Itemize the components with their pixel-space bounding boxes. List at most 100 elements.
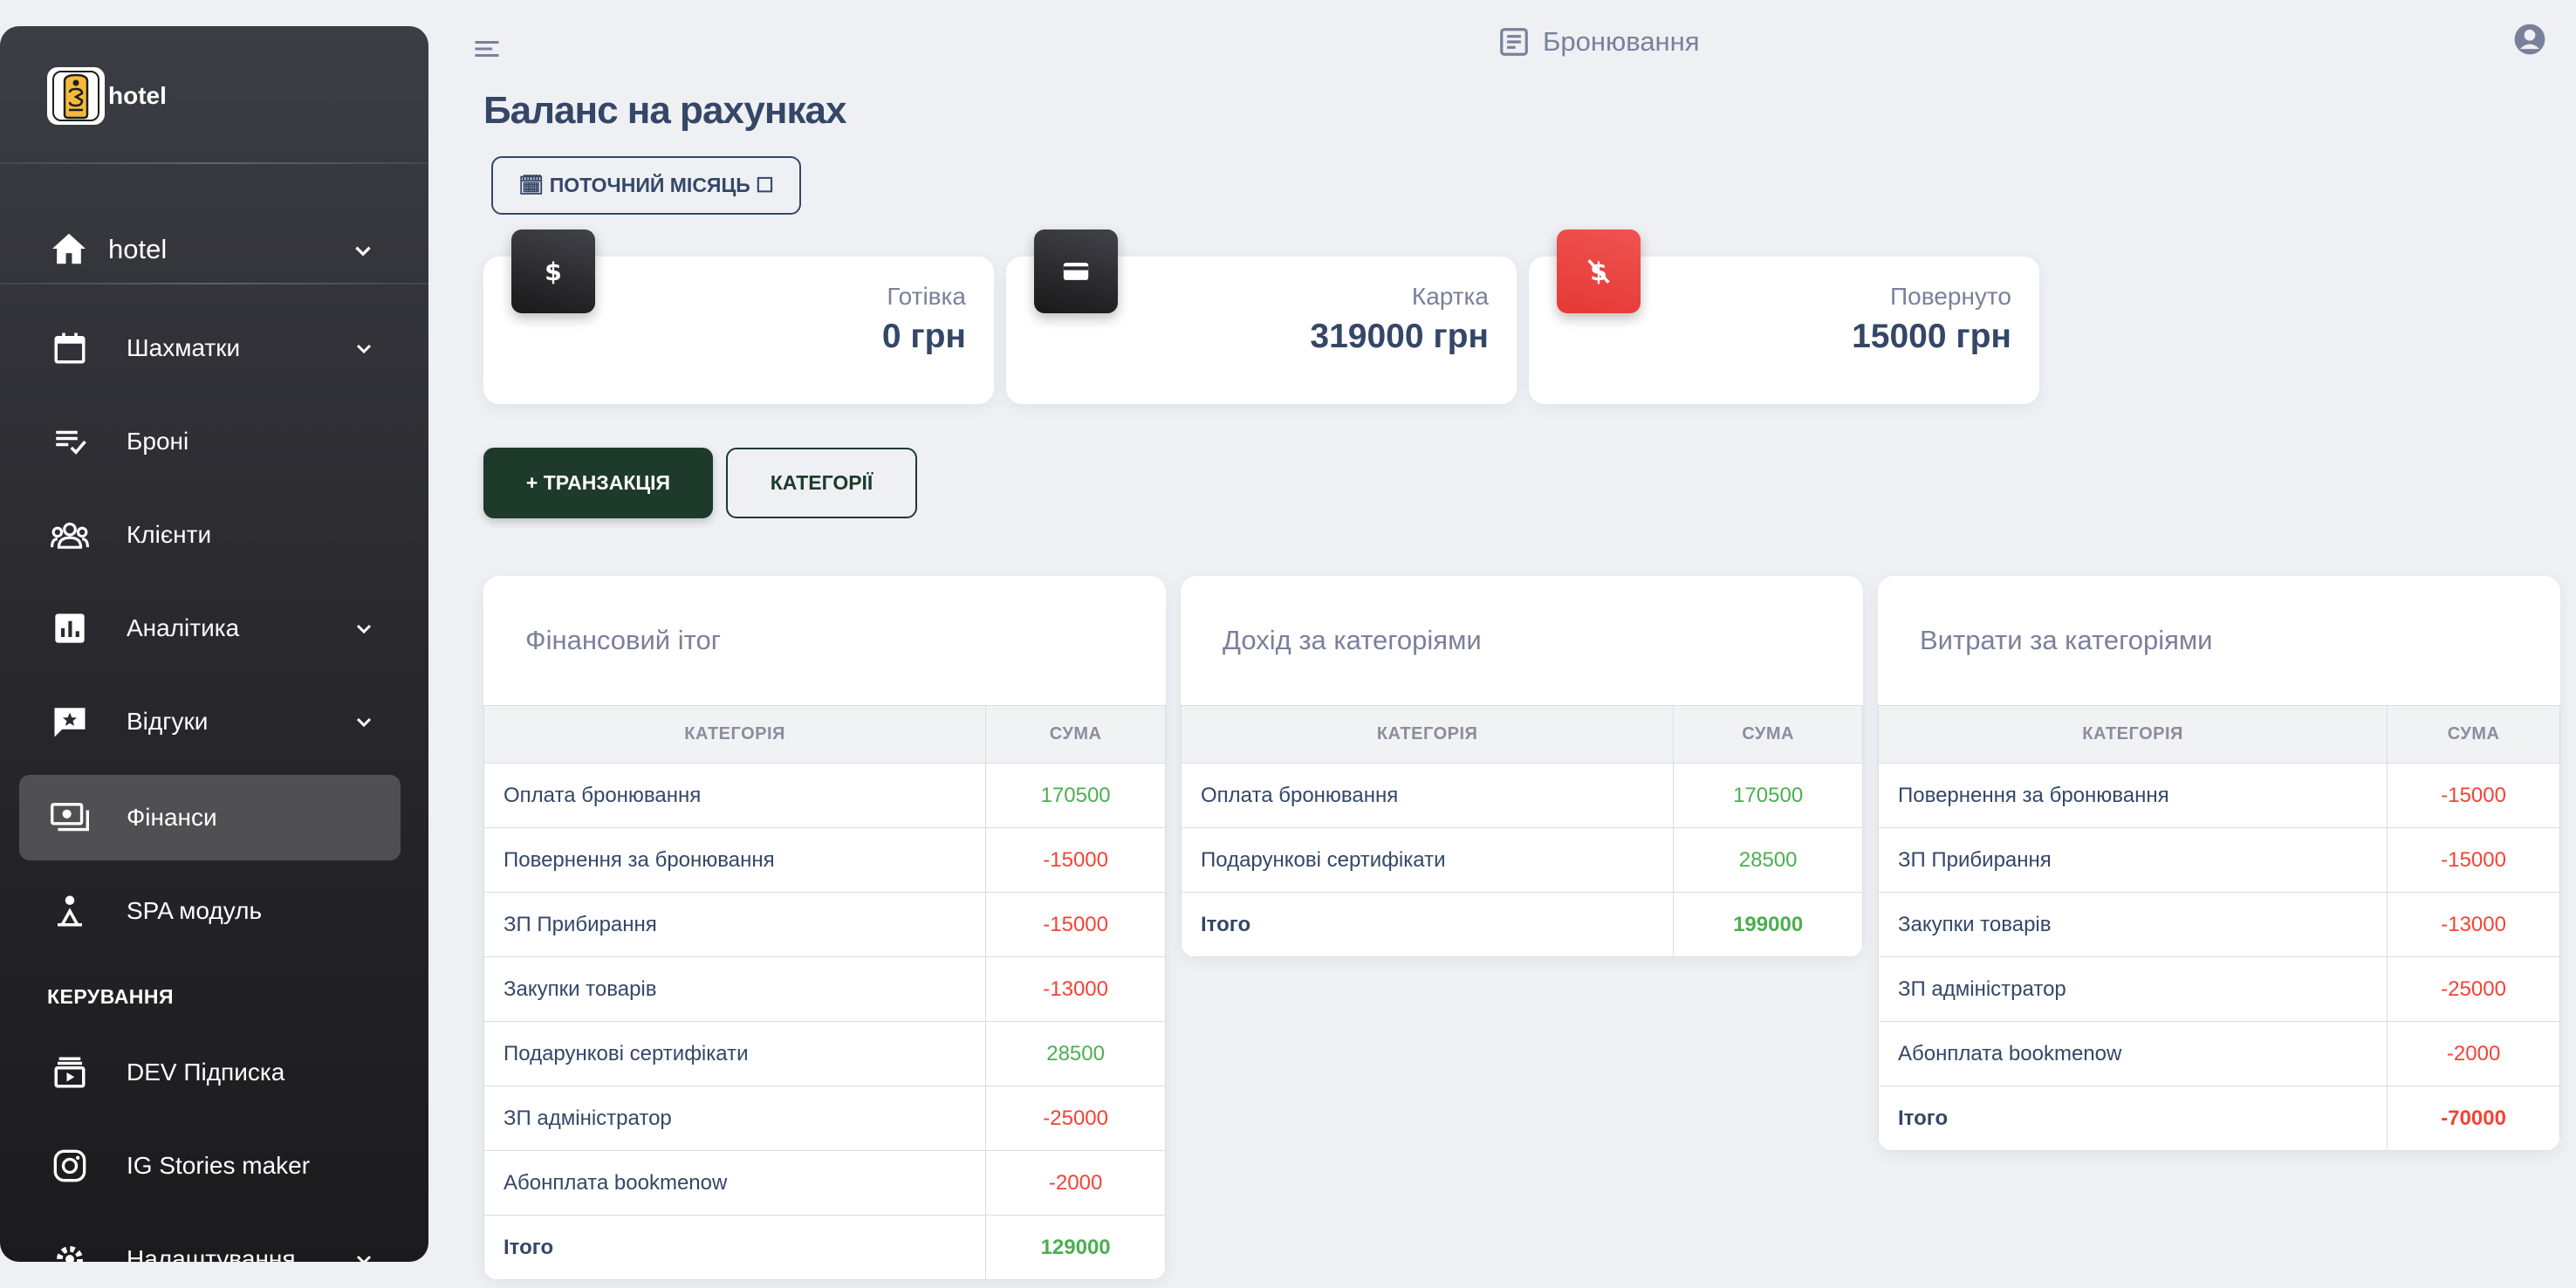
sidebar-item-label: DEV Підписка: [127, 1058, 285, 1086]
table-row: Абонплата bookmenow -2000: [1878, 1021, 2560, 1086]
home-icon: [51, 232, 87, 272]
data-table: КАТЕГОРІЯ СУМА Оплата бронювання 170500 П…: [1181, 705, 1863, 957]
sidebar-item-dev-subscription[interactable]: DEV Підписка: [19, 1030, 401, 1115]
section-title: КЕРУВАННЯ: [47, 985, 175, 1008]
dollar-icon: $: [511, 230, 595, 313]
top-bar-title-text: Бронювання: [1543, 26, 1700, 57]
total-amount: 199000: [1673, 892, 1863, 957]
chevron-down-icon: [353, 1249, 374, 1262]
total-label: Ітого: [1878, 1086, 2388, 1151]
stat-value: 0 грн: [881, 318, 966, 355]
page-title: Баланс на рахунках: [483, 89, 846, 132]
table-title: Фінансовий ітог: [525, 625, 722, 655]
sidebar-item-label: IG Stories maker: [127, 1152, 311, 1179]
table-row: Оплата бронювання 170500: [1181, 763, 1863, 828]
sidebar-item-shakhmatky[interactable]: Шахматки: [19, 305, 401, 391]
table-row: ЗП Прибирання -15000: [1878, 827, 2560, 893]
table-row: Подарункові сертифікати 28500: [483, 1021, 1166, 1086]
stat-value: 319000 грн: [1310, 318, 1489, 355]
table-row: Оплата бронювання 170500: [483, 763, 1166, 828]
sidebar-item-label: Фінанси: [127, 804, 217, 831]
period-filter-button[interactable]: 🗓 ПОТОЧНИЙ МІСЯЦЬ ☐: [491, 156, 801, 215]
sidebar-item-label: Відгуки: [127, 708, 209, 735]
column-header: КАТЕГОРІЯ: [1878, 705, 2388, 764]
categories-button[interactable]: КАТЕГОРІЇ: [726, 448, 917, 518]
category-cell: Подарункові сертифікати: [483, 1021, 987, 1086]
sidebar-item-label: Аналітика: [127, 614, 240, 641]
brand-name: hotel: [108, 82, 167, 109]
stat-card-refunded: $ Повернуто 15000 грн: [1529, 230, 2039, 404]
data-table: КАТЕГОРІЯ СУМА Повернення за бронювання -…: [1878, 705, 2560, 1151]
subscriptions-icon: [51, 1053, 89, 1092]
reviews-icon: [51, 702, 89, 741]
total-amount: 129000: [985, 1215, 1166, 1280]
stat-card-card: Картка 319000 грн: [1006, 230, 1517, 404]
category-cell: Закупки товарів: [1878, 892, 2388, 957]
instagram-icon: [51, 1147, 89, 1185]
sidebar: hotel hotel Шахматки Броні Клієнти: [0, 26, 428, 1262]
total-amount: -70000: [2387, 1086, 2560, 1151]
table-row: Закупки товарів -13000: [483, 956, 1166, 1022]
table-card-expenses-by-category: Витрати за категоріями КАТЕГОРІЯ СУМА По…: [1878, 576, 2560, 1151]
amount-cell: -15000: [2387, 827, 2560, 893]
analytics-icon: [51, 609, 89, 647]
sidebar-item-broni[interactable]: Броні: [19, 399, 401, 484]
menu-toggle-icon[interactable]: [471, 33, 503, 65]
column-header: СУМА: [2387, 705, 2560, 764]
table-card-income-by-category: Дохід за категоріями КАТЕГОРІЯ СУМА Опла…: [1181, 576, 1863, 957]
category-cell: ЗП адміністратор: [1878, 956, 2388, 1022]
amount-cell: -25000: [985, 1086, 1166, 1151]
table-total-row: Ітого 129000: [483, 1215, 1166, 1280]
data-table: КАТЕГОРІЯ СУМА Оплата бронювання 170500 П…: [483, 705, 1166, 1280]
stat-label: Готівка: [887, 283, 966, 310]
sidebar-item-ig-stories[interactable]: IG Stories maker: [19, 1123, 401, 1209]
sidebar-item-label: hotel: [108, 234, 168, 264]
category-cell: Подарункові сертифікати: [1181, 827, 1675, 893]
sidebar-item-klienty[interactable]: Клієнти: [19, 492, 401, 578]
chevron-down-icon: [353, 338, 374, 359]
table-total-row: Ітого 199000: [1181, 892, 1863, 957]
sidebar-item-label: Броні: [127, 428, 189, 455]
sidebar-item-finansy[interactable]: Фінанси: [19, 775, 401, 860]
table-row: Подарункові сертифікати 28500: [1181, 827, 1863, 893]
table-row: Повернення за бронювання -15000: [483, 827, 1166, 893]
sidebar-item-hotel[interactable]: hotel: [19, 202, 401, 298]
playlist-check-icon: [51, 422, 89, 461]
column-header: СУМА: [985, 705, 1166, 764]
amount-cell: -13000: [985, 956, 1166, 1022]
add-transaction-button[interactable]: + ТРАНЗАКЦІЯ: [483, 448, 713, 518]
table-row: ЗП адміністратор -25000: [1878, 956, 2560, 1022]
hotel-logo-icon: [47, 67, 105, 125]
sidebar-item-spa[interactable]: SPA модуль: [19, 868, 401, 954]
chevron-down-icon: [353, 711, 374, 732]
svg-text:$: $: [545, 257, 562, 286]
sidebar-item-settings[interactable]: Налаштування: [19, 1216, 401, 1262]
category-cell: ЗП адміністратор: [483, 1086, 987, 1151]
table-row: ЗП адміністратор -25000: [483, 1086, 1166, 1151]
sidebar-item-analityka[interactable]: Аналітика: [19, 586, 401, 671]
total-label: Ітого: [1181, 892, 1675, 957]
category-cell: Закупки товарів: [483, 956, 987, 1022]
sidebar-item-vidguky[interactable]: Відгуки: [19, 679, 401, 764]
amount-cell: 28500: [1673, 827, 1863, 893]
category-cell: Оплата бронювання: [483, 763, 987, 828]
groups-icon: [51, 516, 89, 554]
sidebar-divider: [0, 162, 428, 164]
column-header: КАТЕГОРІЯ: [1181, 705, 1675, 764]
brand[interactable]: hotel: [47, 67, 167, 125]
table-row: Закупки товарів -13000: [1878, 892, 2560, 957]
account-icon[interactable]: [2513, 23, 2546, 56]
amount-cell: -2000: [2387, 1021, 2560, 1086]
category-cell: Абонплата bookmenow: [1878, 1021, 2388, 1086]
table-row: Повернення за бронювання -15000: [1878, 763, 2560, 828]
table-card-financial-summary: Фінансовий ітог КАТЕГОРІЯ СУМА Оплата бр…: [483, 576, 1166, 1280]
amount-cell: 170500: [1673, 763, 1863, 828]
credit-card-icon: [1034, 230, 1118, 313]
amount-cell: -25000: [2387, 956, 2560, 1022]
column-header: СУМА: [1673, 705, 1863, 764]
money-off-icon: $: [1557, 230, 1641, 313]
amount-cell: -13000: [2387, 892, 2560, 957]
amount-cell: -15000: [2387, 763, 2560, 828]
sidebar-item-label: Налаштування: [127, 1245, 296, 1262]
amount-cell: 28500: [985, 1021, 1166, 1086]
